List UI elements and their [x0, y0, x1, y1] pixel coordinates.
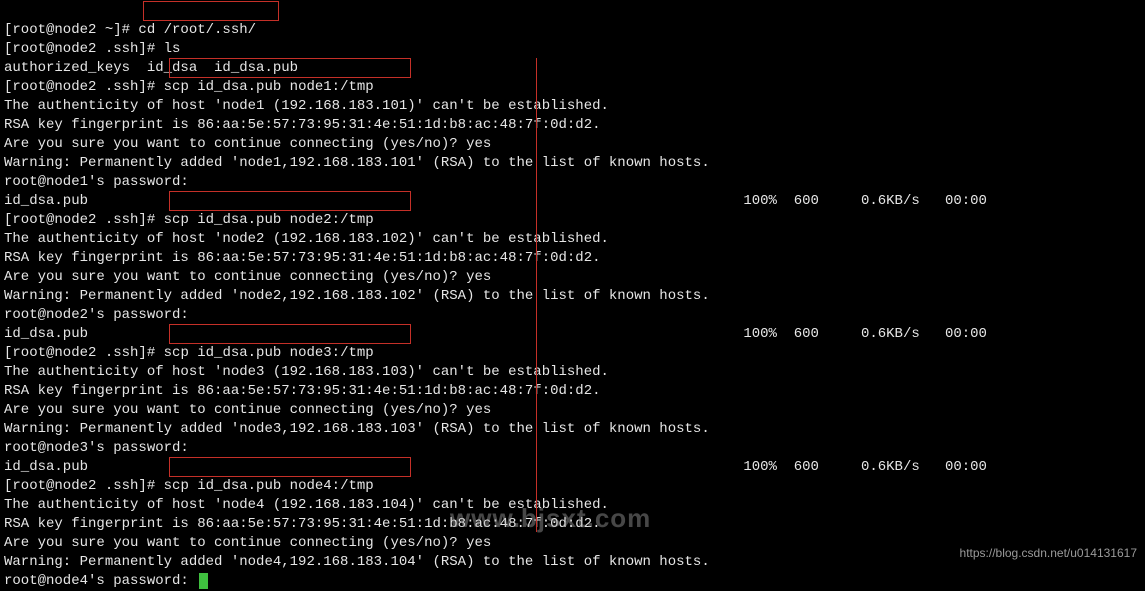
output-line: [root@node2 ~]# cd /root/.ssh/ [4, 22, 256, 38]
command-text: scp id_dsa.pub node1:/tmp [164, 79, 374, 95]
cursor-icon [199, 573, 208, 589]
prompt-text: [root@node2 .ssh]# [4, 41, 164, 57]
prompt-text: [root@node2 .ssh]# [4, 345, 164, 361]
output-line: authorized_keys id_dsa id_dsa.pub [4, 60, 298, 76]
output-line: The authenticity of host 'node1 (192.168… [4, 98, 609, 114]
output-line: root@node4's password: [4, 573, 208, 589]
output-line: The authenticity of host 'node2 (192.168… [4, 231, 609, 247]
output-line: RSA key fingerprint is 86:aa:5e:57:73:95… [4, 117, 601, 133]
prompt-text: [root@node2 .ssh]# [4, 478, 164, 494]
command-text: ls [164, 41, 181, 57]
output-line: Are you sure you want to continue connec… [4, 535, 491, 551]
terminal-viewport[interactable]: [root@node2 ~]# cd /root/.ssh/ [root@nod… [0, 0, 1145, 591]
output-text: root@node4's password: [4, 573, 197, 589]
output-line: id_dsa.pub 100% 600 0.6KB/s 00:00 [4, 193, 987, 209]
command-text: scp id_dsa.pub node3:/tmp [164, 345, 374, 361]
prompt-text: [root@node2 .ssh]# [4, 212, 164, 228]
output-line: [root@node2 .ssh]# scp id_dsa.pub node1:… [4, 79, 374, 95]
output-line: RSA key fingerprint is 86:aa:5e:57:73:95… [4, 383, 601, 399]
command-text: scp id_dsa.pub node4:/tmp [164, 478, 374, 494]
output-line: The authenticity of host 'node3 (192.168… [4, 364, 609, 380]
output-line: Are you sure you want to continue connec… [4, 136, 491, 152]
output-line: id_dsa.pub 100% 600 0.6KB/s 00:00 [4, 326, 987, 342]
output-line: [root@node2 .ssh]# scp id_dsa.pub node2:… [4, 212, 374, 228]
command-text: scp id_dsa.pub node2:/tmp [164, 212, 374, 228]
output-line: root@node3's password: [4, 440, 189, 456]
output-line: root@node2's password: [4, 307, 189, 323]
output-line: id_dsa.pub 100% 600 0.6KB/s 00:00 [4, 459, 987, 475]
output-line: The authenticity of host 'node4 (192.168… [4, 497, 609, 513]
output-line: Warning: Permanently added 'node1,192.16… [4, 155, 710, 171]
output-line: RSA key fingerprint is 86:aa:5e:57:73:95… [4, 516, 601, 532]
prompt-text: [root@node2 ~]# [4, 22, 138, 38]
output-line: [root@node2 .ssh]# scp id_dsa.pub node4:… [4, 478, 374, 494]
output-line: root@node1's password: [4, 174, 189, 190]
output-line: Warning: Permanently added 'node3,192.16… [4, 421, 710, 437]
output-line: Warning: Permanently added 'node4,192.16… [4, 554, 710, 570]
prompt-text: [root@node2 .ssh]# [4, 79, 164, 95]
output-line: [root@node2 .ssh]# scp id_dsa.pub node3:… [4, 345, 374, 361]
output-line: [root@node2 .ssh]# ls [4, 41, 180, 57]
output-line: RSA key fingerprint is 86:aa:5e:57:73:95… [4, 250, 601, 266]
output-line: Warning: Permanently added 'node2,192.16… [4, 288, 710, 304]
output-line: Are you sure you want to continue connec… [4, 402, 491, 418]
command-text: cd /root/.ssh/ [138, 22, 256, 38]
output-line: Are you sure you want to continue connec… [4, 269, 491, 285]
